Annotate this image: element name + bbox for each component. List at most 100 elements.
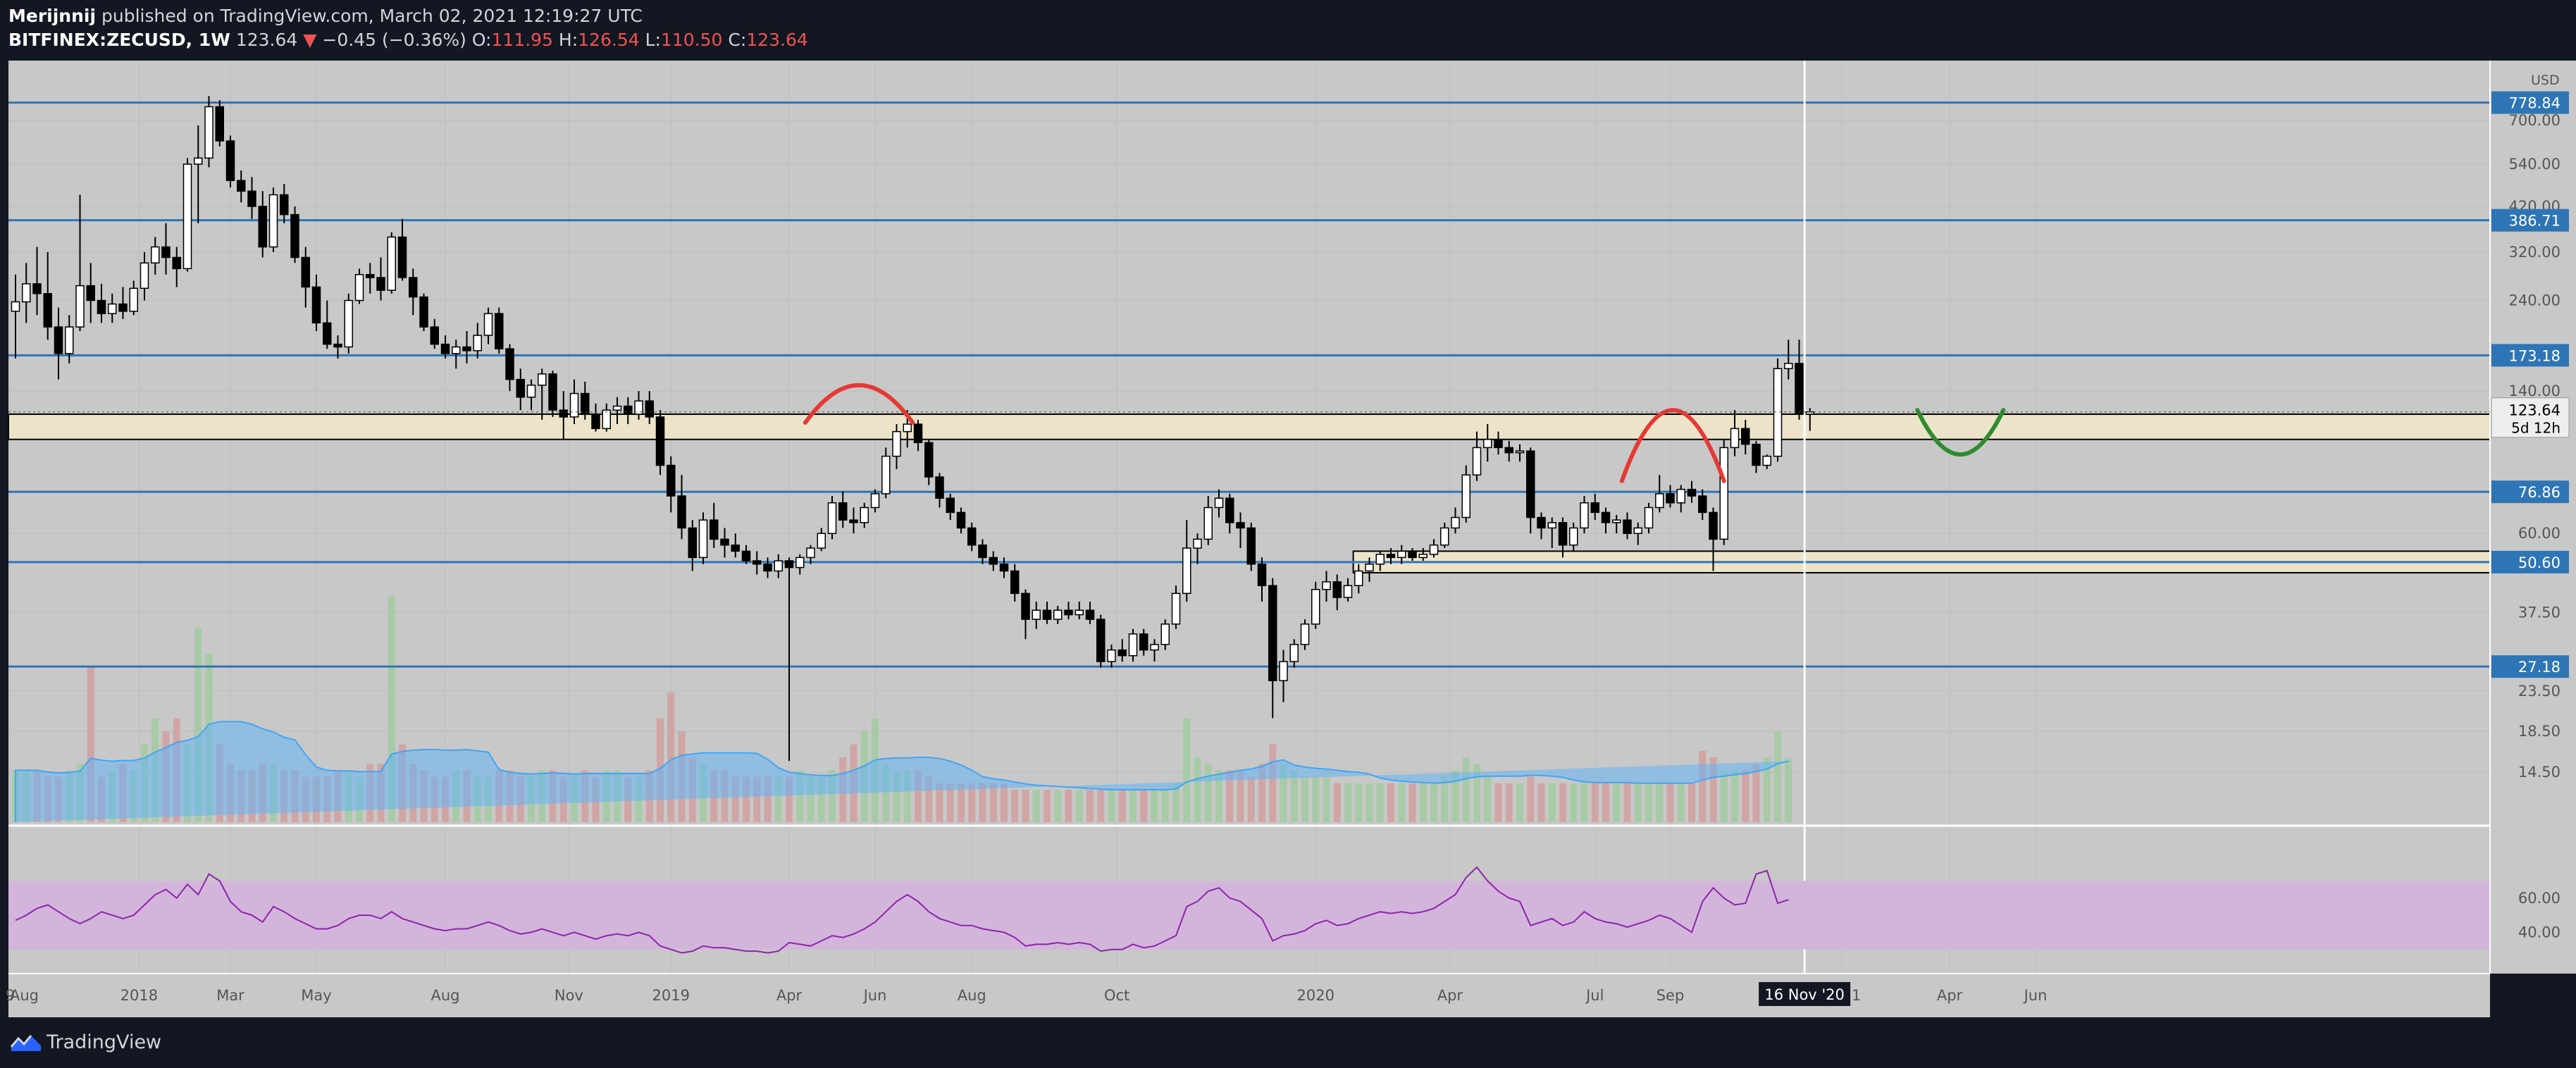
candle-body[interactable]	[1021, 592, 1030, 620]
candle-body[interactable]	[978, 544, 987, 559]
candle-body[interactable]	[1171, 592, 1181, 625]
candle-body[interactable]	[419, 296, 428, 328]
candle-body[interactable]	[1547, 522, 1556, 529]
candle-body[interactable]	[1365, 563, 1374, 572]
candle-body[interactable]	[1569, 527, 1578, 546]
candle-body[interactable]	[1580, 502, 1589, 529]
candle-body[interactable]	[237, 180, 246, 192]
candle-body[interactable]	[860, 507, 869, 523]
candle-body[interactable]	[913, 423, 923, 444]
candle-body[interactable]	[1128, 633, 1138, 657]
candle-body[interactable]	[548, 373, 557, 411]
candle-body[interactable]	[1225, 497, 1234, 523]
candle-body[interactable]	[1752, 443, 1761, 466]
candle-body[interactable]	[1032, 609, 1041, 620]
candle-body[interactable]	[1429, 544, 1439, 555]
candle-body[interactable]	[366, 273, 375, 278]
brand-name[interactable]: TradingView	[47, 1031, 162, 1053]
candle-body[interactable]	[1268, 585, 1277, 681]
candle-body[interactable]	[301, 256, 310, 288]
candle-body[interactable]	[645, 400, 654, 418]
candle-body[interactable]	[784, 560, 794, 569]
candle-body[interactable]	[1504, 447, 1513, 454]
candle-body[interactable]	[870, 493, 880, 509]
candle-body[interactable]	[1096, 619, 1106, 662]
candle-body[interactable]	[1279, 661, 1288, 681]
candle-body[interactable]	[97, 299, 106, 314]
candle-body[interactable]	[140, 262, 149, 289]
candle-body[interactable]	[1343, 585, 1353, 598]
candle-body[interactable]	[182, 163, 192, 270]
candle-body[interactable]	[1397, 550, 1406, 559]
candle-body[interactable]	[538, 373, 547, 386]
green-arc[interactable]	[1915, 408, 2006, 457]
candle-body[interactable]	[387, 236, 396, 291]
candle-body[interactable]	[956, 511, 966, 529]
candle-body[interactable]	[581, 392, 590, 415]
candle-body[interactable]	[1666, 493, 1675, 504]
candle-body[interactable]	[602, 409, 611, 430]
candle-body[interactable]	[1150, 644, 1159, 651]
candle-body[interactable]	[655, 416, 665, 466]
candle-body[interactable]	[86, 285, 95, 302]
candle-body[interactable]	[753, 560, 762, 565]
candle-body[interactable]	[225, 140, 235, 181]
candle-body[interactable]	[43, 293, 52, 328]
symbol-interval[interactable]: BITFINEX:ZECUSD, 1W	[8, 30, 230, 50]
candle-body[interactable]	[1633, 527, 1642, 534]
candle-body[interactable]	[710, 519, 719, 540]
candle-body[interactable]	[1193, 538, 1202, 549]
candle-body[interactable]	[354, 273, 364, 302]
candle-body[interactable]	[54, 326, 63, 354]
candle-body[interactable]	[473, 335, 482, 352]
candle-body[interactable]	[344, 299, 353, 348]
candle-body[interactable]	[946, 497, 955, 514]
candle-body[interactable]	[118, 303, 128, 312]
candle-body[interactable]	[849, 519, 858, 523]
candle-body[interactable]	[677, 495, 686, 529]
candle-body[interactable]	[290, 213, 299, 259]
candle-body[interactable]	[774, 560, 783, 572]
candle-body[interactable]	[1655, 493, 1664, 509]
candle-body[interactable]	[924, 442, 934, 478]
pattern-drawings[interactable]	[803, 383, 2006, 483]
candle-body[interactable]	[1483, 438, 1492, 449]
candle-body[interactable]	[22, 283, 31, 303]
candle-body[interactable]	[1590, 502, 1599, 514]
candle-body[interactable]	[1375, 554, 1385, 565]
candle-body[interactable]	[1042, 609, 1052, 620]
candle-body[interactable]	[323, 322, 332, 345]
candle-body[interactable]	[806, 547, 815, 559]
red-arc-right[interactable]	[1619, 408, 1726, 483]
candle-body[interactable]	[838, 502, 848, 521]
candle-body[interactable]	[1719, 447, 1728, 540]
candle-body[interactable]	[1182, 547, 1191, 595]
candle-body[interactable]	[1709, 511, 1718, 540]
candle-body[interactable]	[129, 287, 138, 312]
candle-body[interactable]	[1418, 554, 1428, 559]
candle-body[interactable]	[1730, 428, 1740, 449]
candle-body[interactable]	[65, 326, 74, 354]
candle-body[interactable]	[569, 392, 579, 418]
candle-body[interactable]	[505, 348, 514, 380]
candle-body[interactable]	[1311, 588, 1320, 625]
candle-body[interactable]	[624, 405, 633, 415]
candle-body[interactable]	[172, 256, 181, 270]
candle-body[interactable]	[75, 285, 85, 328]
candle-body[interactable]	[667, 464, 676, 497]
candle-body[interactable]	[108, 303, 117, 314]
candle-body[interactable]	[1762, 455, 1771, 466]
candle-body[interactable]	[268, 194, 278, 248]
candle-body[interactable]	[1526, 450, 1535, 519]
candle-body[interactable]	[1472, 447, 1482, 476]
candle-body[interactable]	[1246, 527, 1256, 565]
candle-body[interactable]	[440, 343, 450, 354]
candle-body[interactable]	[1386, 554, 1396, 559]
candle-body[interactable]	[1451, 516, 1460, 529]
candle-body[interactable]	[247, 190, 256, 207]
candle-body[interactable]	[1160, 623, 1170, 645]
candle-body[interactable]	[1053, 609, 1063, 620]
candle-body[interactable]	[1010, 570, 1020, 595]
candle-body[interactable]	[204, 106, 213, 159]
candle-body[interactable]	[1203, 507, 1213, 540]
